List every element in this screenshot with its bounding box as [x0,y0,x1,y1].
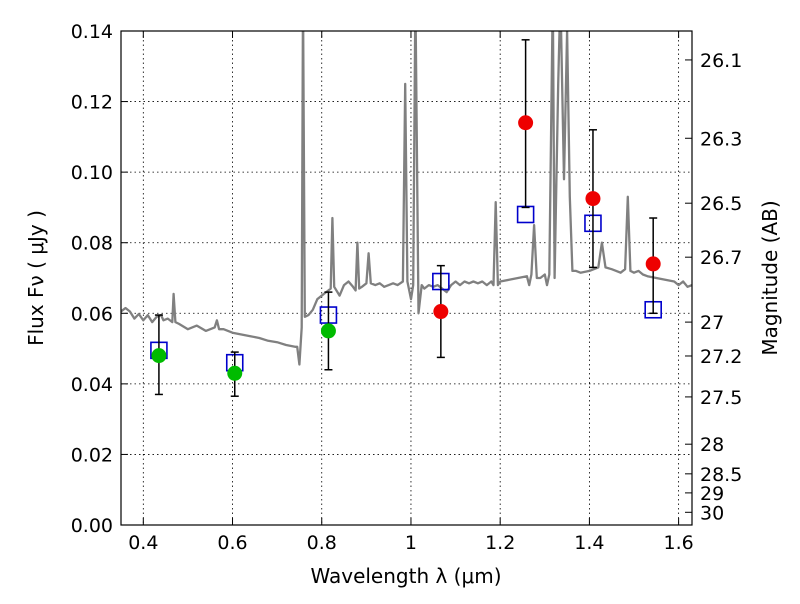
y2-tick-label: 27 [700,312,724,334]
y2-axis-label: Magnitude (AB) [758,200,782,355]
model-photometry-square [516,205,535,224]
observed-point [227,365,243,381]
y2-tick-label: 26.5 [700,193,742,215]
observed-point [433,304,449,320]
y-tick-label: 0.14 [71,21,113,43]
observed-point [585,191,601,207]
y2-tick-label: 27.2 [700,346,742,368]
observed-point [320,323,336,339]
y-tick-label: 0.10 [71,162,113,184]
x-tick-label: 1.2 [485,532,515,554]
y-axis-label: Flux Fν ( μJy ) [24,210,48,346]
y2-tick-label: 26.7 [700,247,742,269]
x-tick-label: 0.8 [307,532,337,554]
x-axis-label: Wavelength λ (μm) [310,564,501,588]
y-tick-label: 0.02 [71,444,113,466]
x-tick-label: 1 [405,532,417,554]
y-tick-label: 0.00 [71,515,113,537]
y-tick-label: 0.04 [71,374,113,396]
y2-tick-label: 26.3 [700,128,742,150]
spectrum-line [121,31,692,366]
plot-frame [120,30,693,526]
x-tick-label: 1.6 [664,532,694,554]
y-tick-label: 0.12 [71,92,113,114]
y2-tick-label: 28.5 [700,464,742,486]
observed-point [151,348,167,364]
x-tick-label: 0.4 [128,532,158,554]
x-tick-label: 1.4 [574,532,604,554]
y2-tick-label: 29 [700,483,724,505]
y2-tick-label: 27.5 [700,387,742,409]
y-tick-label: 0.08 [71,233,113,255]
y2-tick-label: 30 [700,502,724,524]
y-axis: 0.00 0.02 0.04 0.06 0.08 0.10 0.12 0.14 [71,21,128,537]
x-tick-label: 0.6 [217,532,247,554]
y2-tick-label: 28 [700,434,724,456]
y-tick-label: 0.06 [71,303,113,325]
observed-point [645,256,661,272]
y2-tick-label: 26.1 [700,50,742,72]
x-axis: 0.4 0.6 0.8 1 1.2 1.4 1.6 [128,31,694,554]
plot-area [121,31,692,397]
observed-point [518,115,534,131]
